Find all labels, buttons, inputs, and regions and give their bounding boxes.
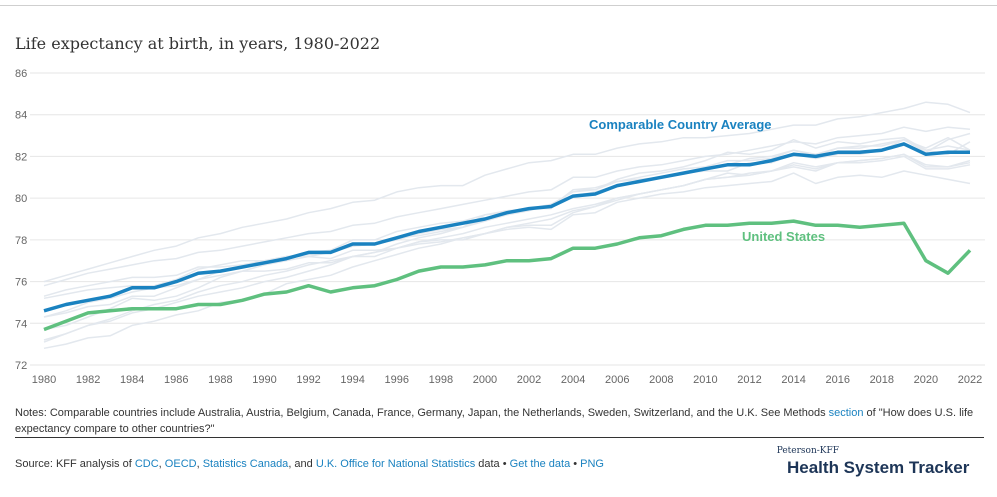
top-rule xyxy=(0,5,997,6)
comparable-average-line xyxy=(43,142,970,313)
x-tick-label: 2000 xyxy=(473,374,497,386)
grid-lines xyxy=(30,72,985,366)
us-label: United States xyxy=(742,229,825,244)
x-tick-label: 1992 xyxy=(296,374,320,386)
source-bullet: • xyxy=(570,458,581,470)
background-country-line xyxy=(43,136,971,318)
chart-notes: Notes: Comparable countries include Aust… xyxy=(15,405,980,437)
y-tick-label: 74 xyxy=(15,318,27,330)
y-tick-labels: 72 74 76 78 80 82 84 86 xyxy=(15,68,27,372)
x-tick-label: 2004 xyxy=(561,374,585,386)
x-tick-label: 1986 xyxy=(164,374,188,386)
x-tick-label: 1980 xyxy=(32,374,56,386)
y-tick-label: 82 xyxy=(15,151,27,163)
source-line: Source: KFF analysis of CDC, OECD, Stati… xyxy=(15,458,604,470)
comparable-average-label: Comparable Country Average xyxy=(589,117,772,132)
cdc-link[interactable]: CDC xyxy=(134,458,159,470)
x-tick-label: 2006 xyxy=(605,374,629,386)
x-tick-label: 1984 xyxy=(120,374,144,386)
x-tick-label: 1982 xyxy=(76,374,100,386)
us-series-line xyxy=(43,219,972,332)
x-tick-label: 2020 xyxy=(914,374,938,386)
line-chart: 72 74 76 78 80 82 84 86 1980 1982 1984 1986 1988 199… xyxy=(15,68,985,386)
x-tick-label: 1990 xyxy=(252,374,276,386)
bottom-rule xyxy=(15,437,984,438)
x-tick-label: 2008 xyxy=(649,374,673,386)
series-labels: Comparable Country Average United States xyxy=(589,117,825,244)
x-tick-label: 2018 xyxy=(870,374,894,386)
y-tick-label: 84 xyxy=(15,110,27,122)
notes-text: Notes: Comparable countries include Aust… xyxy=(15,407,829,419)
png-link[interactable]: PNG xyxy=(580,458,604,470)
x-tick-label: 2022 xyxy=(958,374,982,386)
y-tick-label: 72 xyxy=(15,360,27,372)
x-tick-label: 2016 xyxy=(825,374,849,386)
x-tick-label: 2012 xyxy=(737,374,761,386)
x-tick-label: 2014 xyxy=(781,374,805,386)
y-tick-label: 86 xyxy=(15,68,27,80)
y-tick-label: 80 xyxy=(15,193,27,205)
oecd-link[interactable]: OECD xyxy=(164,458,197,470)
main-series-lines xyxy=(43,142,972,332)
y-tick-label: 76 xyxy=(15,277,27,289)
x-tick-label: 2002 xyxy=(517,374,541,386)
x-tick-label: 1994 xyxy=(340,374,364,386)
x-tick-label: 1996 xyxy=(385,374,409,386)
source-sep: , xyxy=(158,458,165,470)
background-country-lines xyxy=(43,101,971,350)
brand-peterson-kff: Peterson-KFF xyxy=(776,446,839,456)
chart-title: Life expectancy at birth, in years, 1980… xyxy=(15,34,381,53)
background-country-line xyxy=(43,126,971,287)
x-tick-labels: 1980 1982 1984 1986 1988 1990 1992 1994 1996 1998… xyxy=(32,374,982,386)
background-country-line xyxy=(43,155,971,350)
x-tick-label: 1988 xyxy=(208,374,232,386)
methods-section-link[interactable]: section xyxy=(828,407,864,419)
background-country-line xyxy=(43,153,971,343)
source-prefix: Source: KFF analysis of xyxy=(15,458,135,470)
notes-text-end: of "How does U.S. life expectancy compar… xyxy=(15,407,974,435)
x-tick-label: 1998 xyxy=(429,374,453,386)
uk-ons-link[interactable]: U.K. Office for National Statistics xyxy=(315,458,476,470)
source-sep: , xyxy=(196,458,203,470)
statistics-canada-link[interactable]: Statistics Canada xyxy=(202,458,289,470)
background-country-line xyxy=(43,170,971,331)
get-the-data-link[interactable]: Get the data xyxy=(509,458,571,470)
brand-health-system-tracker[interactable]: Health System Tracker xyxy=(787,458,970,477)
y-tick-label: 78 xyxy=(15,235,27,247)
background-country-line xyxy=(43,132,971,341)
source-data-word: data • xyxy=(475,458,510,470)
background-country-line xyxy=(43,101,971,283)
source-sep: , and xyxy=(288,458,316,470)
x-tick-label: 2010 xyxy=(693,374,717,386)
background-country-line xyxy=(43,138,971,297)
